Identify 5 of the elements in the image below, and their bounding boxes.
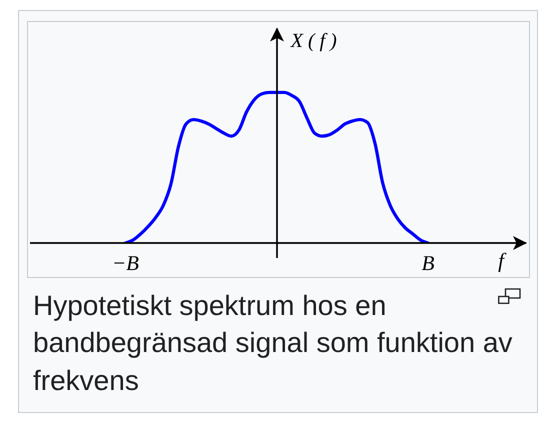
text: Hypotetiskt spektrum hos en bandbegränsad signal som funktion av frekvens	[33, 290, 512, 396]
x-tick-label: B	[422, 250, 435, 275]
y-axis-title: X ( f )	[290, 30, 337, 52]
x-tick-label: −B	[112, 250, 140, 275]
x-axis-title: f	[498, 248, 508, 272]
